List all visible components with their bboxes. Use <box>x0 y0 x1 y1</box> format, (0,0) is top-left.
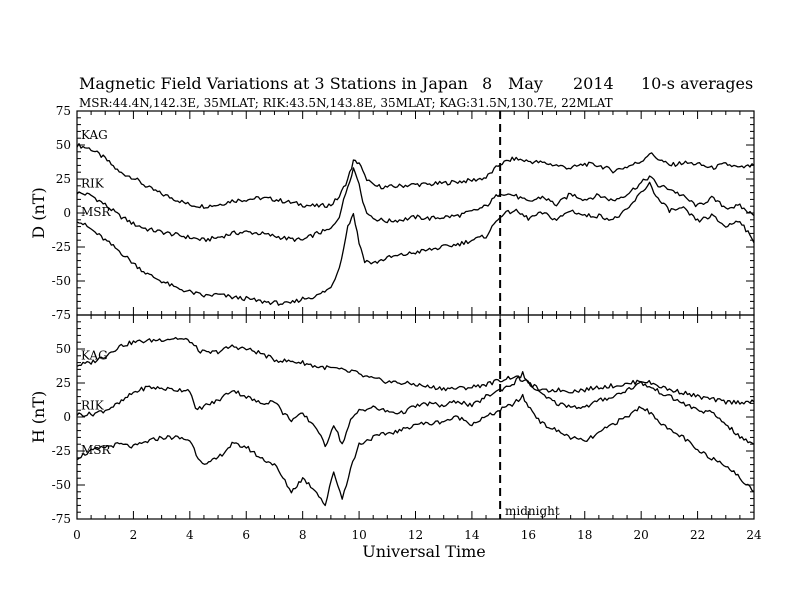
series-line-msr <box>76 393 755 507</box>
y-tick-label: 25 <box>56 376 71 390</box>
series-line-rik <box>76 371 755 448</box>
x-tick-label: 8 <box>299 528 307 542</box>
y-tick-label: 0 <box>63 206 71 220</box>
series-line-kag <box>76 143 755 209</box>
panel-d: 75 50 25 0 -25 -50 -75 D (nT) KAG RIK MSR <box>29 104 755 322</box>
averaging-label: 10-s averages <box>641 74 753 93</box>
series-line-msr <box>76 181 755 306</box>
panel-frame <box>76 314 755 520</box>
series-label-kag: KAG <box>81 128 108 142</box>
series-label-msr: MSR <box>81 443 112 457</box>
x-tick-label: 18 <box>577 528 592 542</box>
series-label-kag: KAG <box>81 348 108 362</box>
x-tick-label: 2 <box>130 528 138 542</box>
y-tick-label: 75 <box>56 104 71 118</box>
date-day: 8 <box>482 74 492 93</box>
y-tick-label: -75 <box>52 308 71 322</box>
x-tick-label: 22 <box>690 528 705 542</box>
y-tick-label: -25 <box>52 444 71 458</box>
y-tick-label: 50 <box>56 342 71 356</box>
y-tick-label: 0 <box>63 410 71 424</box>
y-tick-label: 25 <box>56 172 71 186</box>
series-line-kag <box>76 336 755 405</box>
series-label-rik: RIK <box>81 177 105 191</box>
x-axis-label: Universal Time <box>362 542 485 561</box>
series-label-msr: MSR <box>81 205 112 219</box>
y-tick-label: -75 <box>52 512 71 526</box>
series-label-rik: RIK <box>81 398 105 412</box>
date-month: May <box>508 74 543 93</box>
y-tick-label: -25 <box>52 240 71 254</box>
y-tick-label: 50 <box>56 138 71 152</box>
chart-title: Magnetic Field Variations at 3 Stations … <box>79 74 468 93</box>
y-axis-label: D (nT) <box>29 187 48 238</box>
x-tick-label: 20 <box>634 528 649 542</box>
date-year: 2014 <box>573 74 614 93</box>
y-tick-label: -50 <box>52 274 71 288</box>
x-tick-label: 24 <box>746 528 762 542</box>
x-tick-label: 4 <box>186 528 194 542</box>
x-tick-label: 16 <box>521 528 536 542</box>
x-tick-label: 6 <box>242 528 250 542</box>
series-line-rik <box>76 167 755 243</box>
y-tick-label: -50 <box>52 478 71 492</box>
x-tick-label: 0 <box>73 528 81 542</box>
y-axis-label: H (nT) <box>29 391 48 444</box>
station-coordinates: MSR:44.4N,142.3E, 35MLAT; RIK:43.5N,143.… <box>79 96 613 110</box>
panel-frame <box>76 110 755 316</box>
midnight-label: midnight <box>505 504 560 518</box>
x-tick-label: 12 <box>408 528 423 542</box>
x-tick-label: 14 <box>464 528 480 542</box>
x-tick-label: 10 <box>351 528 366 542</box>
